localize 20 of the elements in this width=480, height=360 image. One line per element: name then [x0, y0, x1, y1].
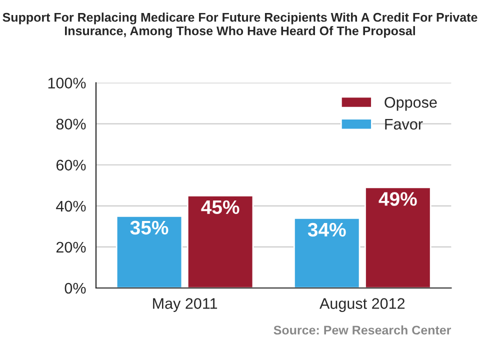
y-tick-label: 100% — [48, 78, 86, 88]
bar — [294, 218, 360, 288]
y-tick-label: 80% — [56, 118, 86, 130]
source-note: Source: Pew Research Center — [274, 325, 452, 335]
legend-label: Oppose — [384, 96, 437, 111]
chart-title: Support For Replacing Medicare For Future Recipients With A Credit For Private Insurance, Among Those Who Have Heard Of The Proposal — [2, 12, 478, 38]
bar — [116, 215, 183, 288]
y-tick-label: 60% — [56, 160, 86, 171]
y-tick-label: 40% — [56, 200, 86, 212]
x-tick-label: May 2011 — [153, 298, 218, 312]
data-label: 49% — [378, 192, 417, 206]
bar — [364, 186, 432, 288]
data-label: 34% — [308, 222, 346, 237]
legend-label: Favor — [385, 118, 423, 130]
x-tick-label: August 2012 — [320, 298, 405, 312]
bar — [186, 194, 254, 288]
data-label: 35% — [130, 220, 168, 235]
y-tick-label: 0% — [64, 282, 86, 294]
y-tick-label: 20% — [56, 242, 86, 253]
data-label: 45% — [201, 200, 240, 214]
